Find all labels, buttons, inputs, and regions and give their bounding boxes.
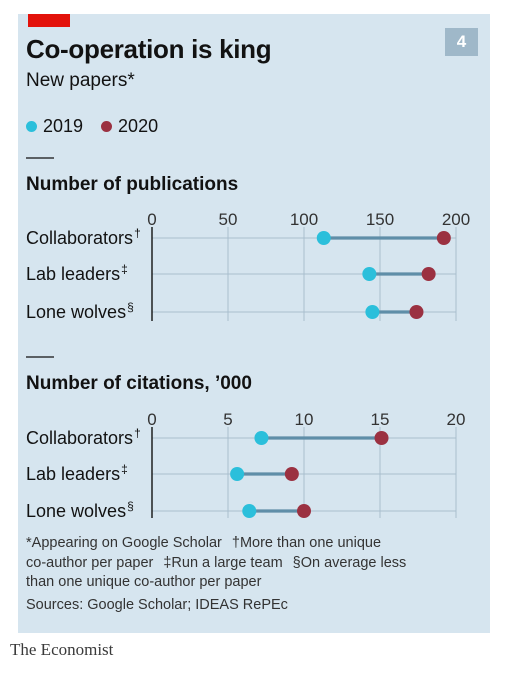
footnote-dagger: †More than one unique — [231, 535, 382, 551]
footnote-line-2: co-author per paper ‡Run a large team §On … — [26, 554, 481, 574]
chart2-category-label-1: Lab leaders‡ — [26, 462, 128, 484]
chart1-category-label-2: Lone wolves§ — [26, 300, 134, 322]
chart1-point-2020-0 — [436, 231, 451, 245]
chart-number-badge: 4 — [445, 28, 478, 56]
chart1-point-2019-0 — [316, 231, 331, 245]
sources: Sources: Google Scholar; IDEAS RePEc — [26, 597, 288, 613]
chart2-tick-label-0: 0 — [147, 410, 156, 429]
footnotes: *Appearing on Google Scholar †More than o… — [26, 534, 481, 593]
chart2-category-label-0: Collaborators† — [26, 426, 141, 448]
footnote-line-3: than one unique co-author per paper — [26, 574, 262, 590]
publisher-logo: The Economist — [10, 640, 114, 659]
legend-dot-2019 — [26, 121, 37, 132]
chart-title: Co-operation is king — [26, 34, 272, 64]
legend-item-2020: 2020 — [101, 116, 158, 137]
chart1-point-2020-1 — [421, 267, 436, 281]
brand-red-bar — [28, 14, 70, 27]
chart2-point-2019-1 — [230, 467, 245, 481]
footnote-dagger-cont: co-author per paper — [26, 554, 154, 571]
legend: 2019 2020 — [26, 116, 176, 137]
chart2-point-2019-2 — [242, 504, 257, 518]
chart1-tick-label-50: 50 — [219, 210, 238, 229]
chart2-point-2020-2 — [297, 504, 311, 518]
chart1-title: Number of publications — [26, 174, 238, 195]
chart1-category-label-0: Collaborators† — [26, 226, 141, 248]
chart1-category-label-1: Lab leaders‡ — [26, 262, 128, 284]
footnote-star: *Appearing on Google Scholar — [26, 535, 222, 551]
chart2-point-2020-1 — [284, 467, 299, 481]
footnote-double-dagger: ‡Run a large team — [163, 554, 283, 571]
chart1-point-2019-2 — [365, 305, 380, 319]
chart1-tick-label-0: 0 — [147, 210, 156, 229]
chart1-point-2020-2 — [409, 305, 424, 319]
chart1-tick-label-200: 200 — [442, 210, 470, 229]
legend-label-2019: 2019 — [43, 116, 84, 136]
chart2-tick-label-5: 5 — [223, 410, 232, 429]
chart1-tick-label-150: 150 — [366, 210, 394, 229]
legend-label-2020: 2020 — [118, 116, 159, 136]
chart2-point-2019-0 — [254, 431, 269, 445]
chart2-title: Number of citations, ’000 — [26, 373, 252, 394]
chart2-tick-label-10: 10 — [295, 410, 314, 429]
footnote-section: §On average less — [292, 554, 407, 571]
footnote-line-1: *Appearing on Google Scholar †More than o… — [26, 534, 481, 554]
chart-subtitle: New papers* — [26, 70, 135, 91]
legend-dot-2020 — [101, 121, 113, 132]
chart1-tick-label-100: 100 — [290, 210, 318, 229]
chart2-category-label-2: Lone wolves§ — [26, 499, 134, 521]
chart-panel — [18, 14, 490, 633]
chart2-point-2020-0 — [374, 431, 389, 445]
chart2-tick-label-20: 20 — [447, 410, 466, 429]
chart2-tick-label-15: 15 — [371, 410, 390, 429]
legend-item-2019: 2019 — [26, 116, 83, 137]
chart1-point-2019-1 — [362, 267, 377, 281]
